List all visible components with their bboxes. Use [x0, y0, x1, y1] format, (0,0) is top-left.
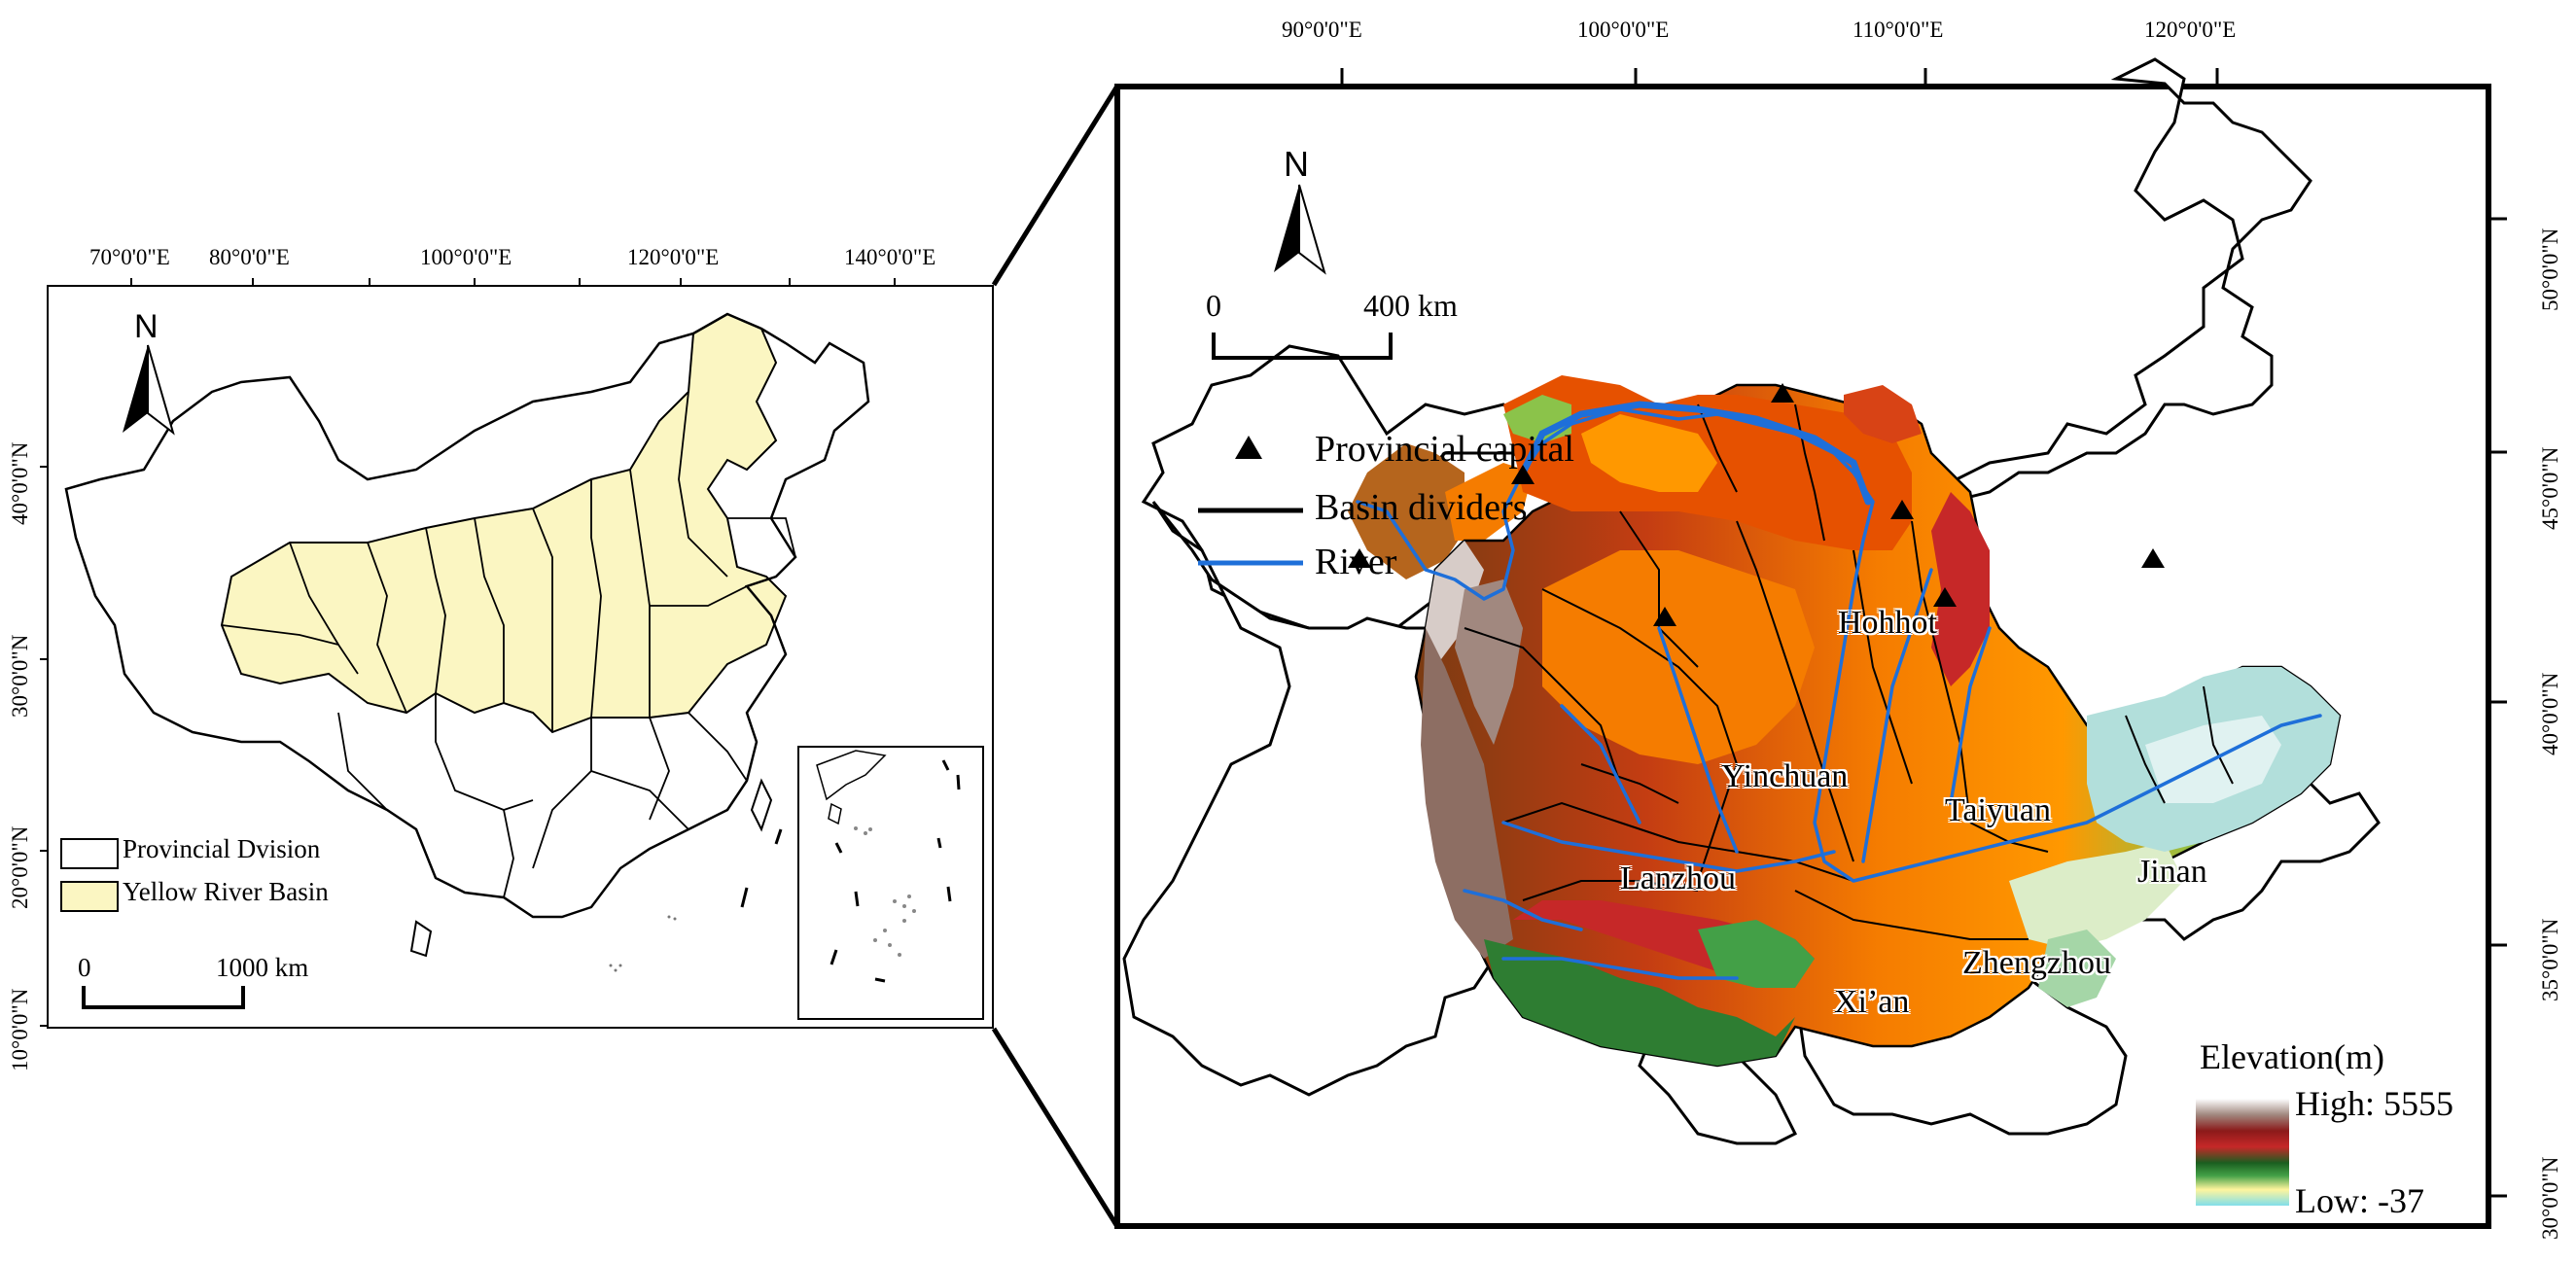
city-label-hohhot: Hohhot	[1838, 605, 1937, 641]
detail-scale-distance: 400 km	[1363, 288, 1458, 323]
overview-lon-label: 140°0'0"E	[844, 245, 936, 269]
capital-marker-zhengzhou	[1933, 587, 1957, 607]
capital-marker-lanzhou	[1348, 548, 1371, 568]
city-label-xian: Xi’an	[1834, 984, 1910, 1020]
china-outline	[64, 312, 870, 919]
overview-lon-label: 80°0'0"E	[209, 245, 290, 269]
overview-scale-distance: 1000 km	[216, 953, 309, 982]
capital-marker-yinchuan	[1511, 465, 1535, 484]
capital-marker-taiyuan	[1890, 500, 1914, 519]
legend-basin-label: Yellow River Basin	[123, 877, 329, 906]
overview-scale-bar	[82, 986, 245, 1009]
legend-river-label: River	[1315, 542, 1397, 582]
city-label-zhengzhou: Zhengzhou	[1962, 945, 2111, 981]
overview-scale-zero: 0	[78, 953, 91, 982]
legend-capital-icon	[1235, 436, 1262, 459]
capital-marker-hohhot	[1771, 383, 1794, 403]
detail-lon-label: 100°0'0"E	[1577, 18, 1670, 42]
capital-markers	[1348, 383, 2165, 626]
city-label-taiyuan: Taiyuan	[1945, 792, 2052, 828]
detail-north-label: N	[1284, 144, 1309, 184]
legend-river-line	[1198, 560, 1303, 566]
detail-lon-label: 110°0'0"E	[1853, 18, 1944, 42]
legend-basin-swatch	[60, 881, 119, 912]
legend-divider-label: Basin dividers	[1315, 487, 1528, 528]
capital-marker-jinan	[2141, 548, 2165, 568]
china-overview-map	[64, 312, 870, 972]
legend-divider-line	[1198, 508, 1303, 513]
detail-lon-label: 120°0'0"E	[2144, 18, 2237, 42]
overview-lon-label: 120°0'0"E	[627, 245, 720, 269]
basin-terrain	[1348, 375, 2342, 1068]
overview-north-label: N	[134, 308, 159, 345]
overview-north-arrow-icon	[123, 344, 175, 436]
overview-lon-label: 70°0'0"E	[89, 245, 170, 269]
city-label-yinchuan: Yinchuan	[1721, 758, 1849, 794]
city-label-lanzhou: Lanzhou	[1620, 860, 1736, 896]
inset-islands	[816, 750, 961, 983]
capital-marker-xian	[1653, 607, 1676, 626]
legend-capital-label: Provincial capital	[1315, 429, 1574, 470]
detail-north-arrow-icon	[1274, 184, 1326, 275]
legend-provincial-label: Provincial Dvision	[123, 834, 321, 863]
basin-provinces	[220, 312, 788, 734]
city-label-jinan: Jinan	[2137, 854, 2207, 890]
detail-lon-label: 90°0'0"E	[1282, 18, 1362, 42]
elevation-title: Elevation(m)	[2200, 1037, 2384, 1076]
elevation-color-ramp	[2196, 1099, 2289, 1206]
elevation-high-label: High: 5555	[2295, 1084, 2454, 1123]
overview-lon-label: 100°0'0"E	[420, 245, 512, 269]
yellow-river-basin-map	[1122, 57, 2381, 1145]
detail-scale-bar	[1212, 333, 1393, 360]
legend-provincial-swatch	[60, 838, 119, 869]
elevation-low-label: Low: -37	[2295, 1181, 2424, 1220]
detail-scale-zero: 0	[1206, 288, 1221, 323]
